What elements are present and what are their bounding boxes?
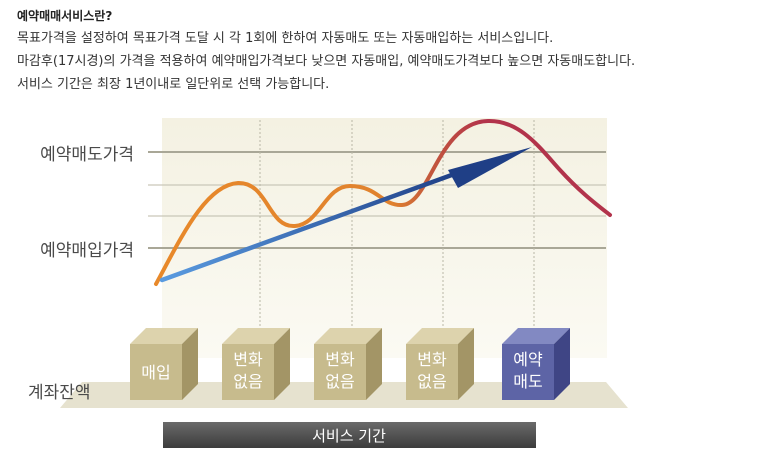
box-no-change: 변화 없음 xyxy=(222,328,290,400)
sell-price-label: 예약매도가격 xyxy=(40,145,134,165)
box-no-change: 변화 없음 xyxy=(406,328,474,400)
box-no-change: 변화 없음 xyxy=(314,328,382,400)
box-label: 변화 xyxy=(233,350,263,369)
box-label: 없음 xyxy=(417,372,446,391)
box-sell: 예약 매도 xyxy=(502,328,570,400)
account-balance-label: 계좌잔액 xyxy=(28,383,91,403)
box-buy: 매입 xyxy=(130,328,198,400)
buy-price-label: 예약매입가격 xyxy=(40,241,134,261)
box-label: 변화 xyxy=(417,350,447,369)
box-label: 예약 xyxy=(513,350,543,369)
box-label: 없음 xyxy=(233,372,262,391)
chart-panel xyxy=(162,118,607,358)
service-period-label: 서비스 기간 xyxy=(312,427,386,445)
box-label: 변화 xyxy=(325,350,355,369)
box-label: 매입 xyxy=(141,363,170,382)
box-label: 매도 xyxy=(513,372,542,391)
box-label: 없음 xyxy=(325,372,354,391)
